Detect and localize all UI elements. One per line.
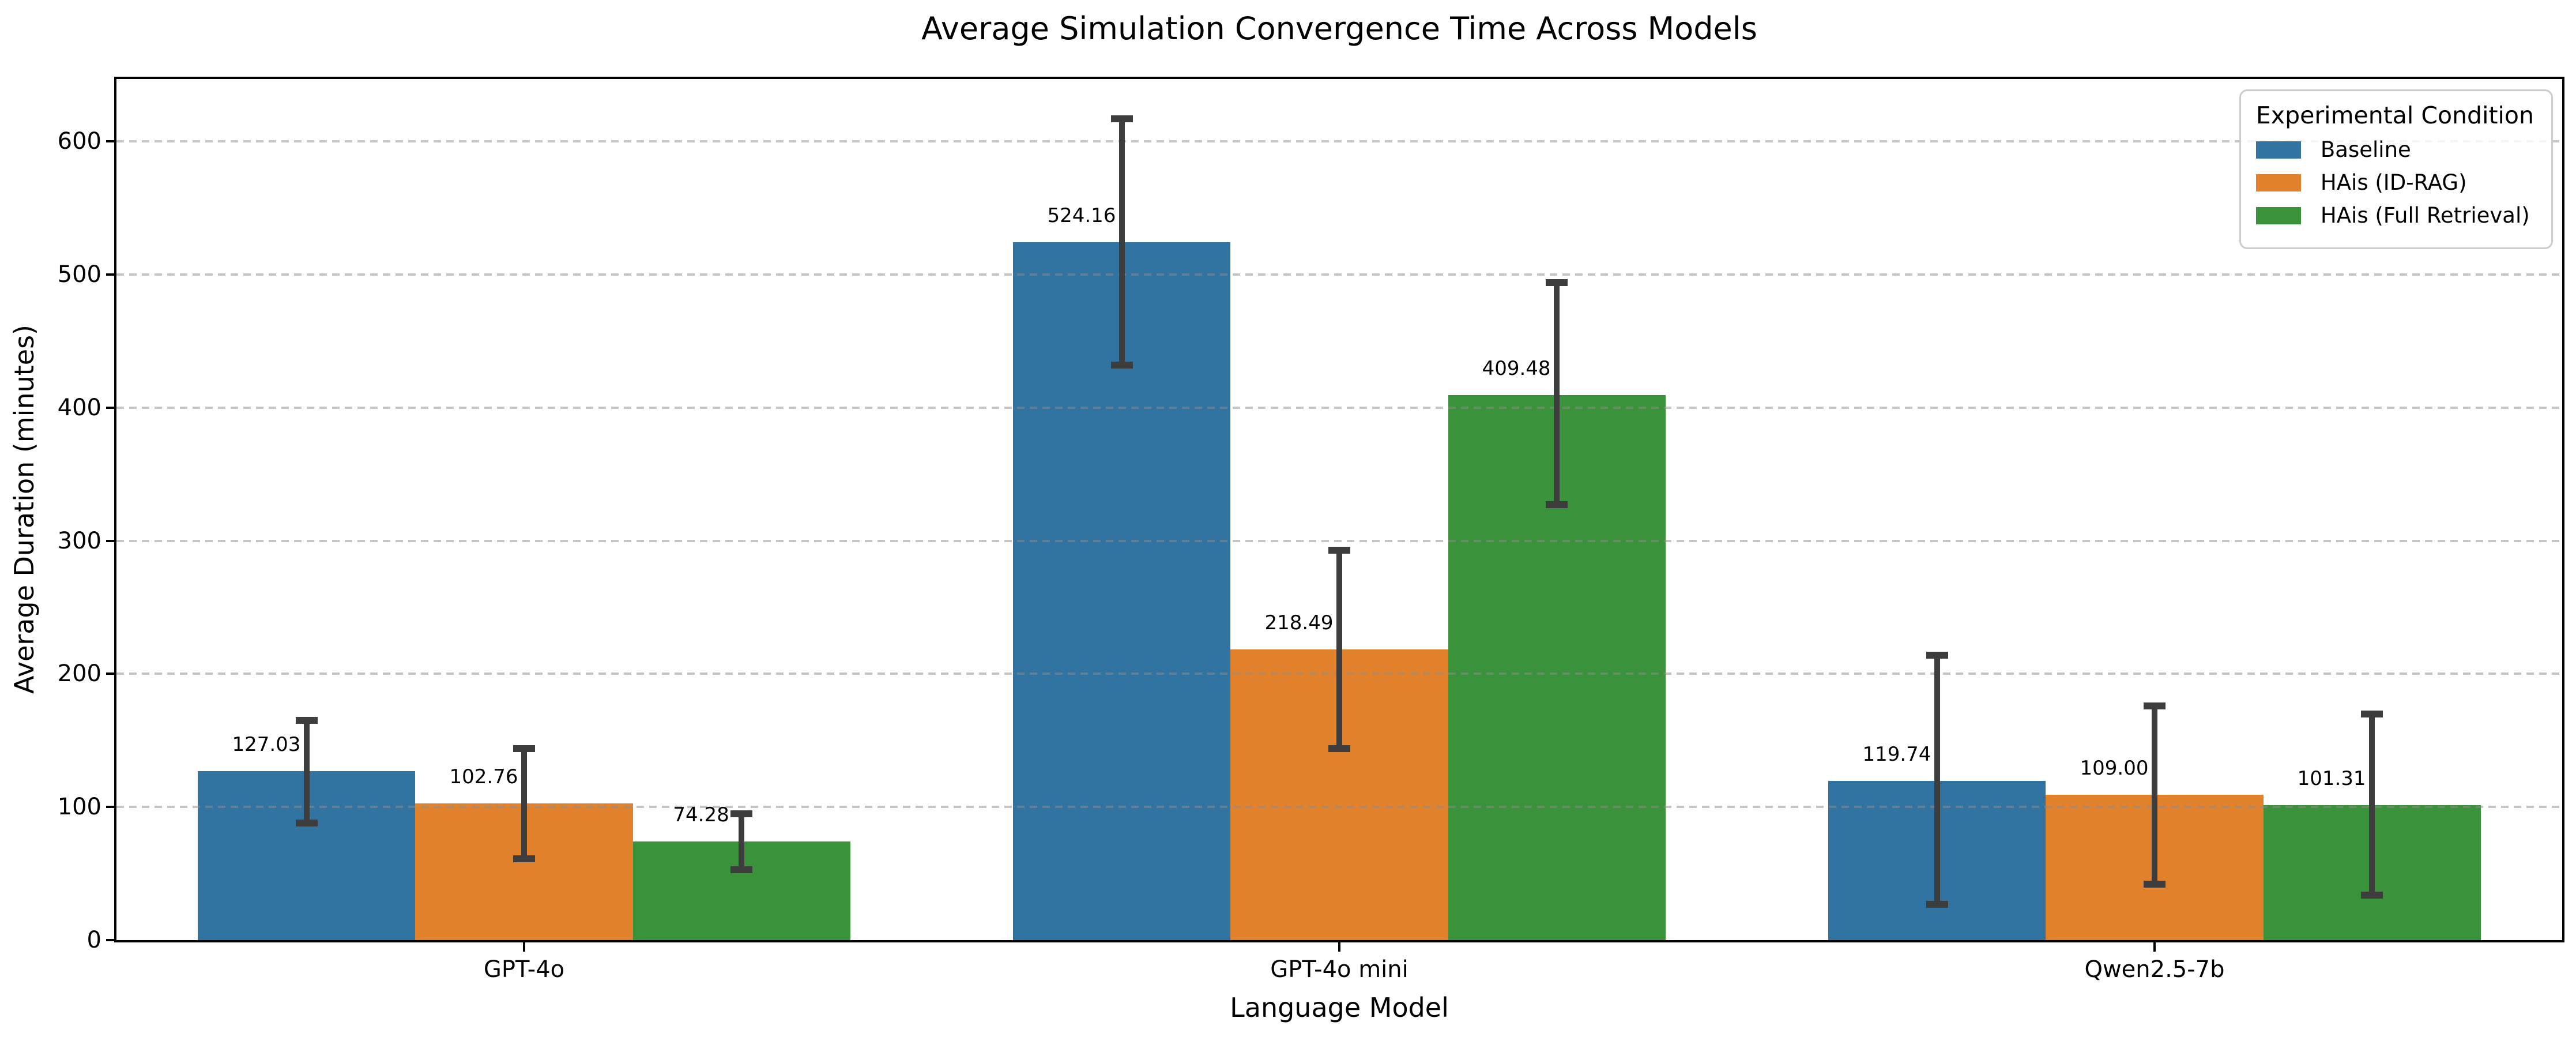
error-bar-line [2152, 705, 2157, 885]
legend-item-label: HAis (Full Retrieval) [2320, 203, 2530, 228]
spine-right [2562, 77, 2564, 942]
x-tick-label: GPT-4o mini [1270, 956, 1408, 983]
bar-value-label: 218.49 [1264, 611, 1334, 634]
error-bar-line [303, 720, 310, 823]
error-bar-cap-top [1926, 652, 1948, 659]
y-gridline [116, 406, 2562, 409]
y-axis-label: Average Duration (minutes) [9, 324, 40, 694]
error-bar-cap-top [1328, 546, 1350, 554]
legend-item-label: Baseline [2320, 137, 2411, 162]
bar-value-label: 409.48 [1482, 357, 1551, 381]
y-tickmark [106, 939, 116, 941]
x-tickmark [1338, 942, 1340, 952]
legend-title: Experimental Condition [2255, 102, 2534, 129]
error-bar-cap-top [513, 745, 535, 752]
error-bar-cap-top [2144, 702, 2166, 709]
spine-left [114, 77, 116, 942]
x-tick-label: Qwen2.5-7b [2084, 956, 2225, 983]
error-bar-cap-bottom [730, 866, 753, 873]
error-bar-line [739, 813, 745, 870]
legend-swatch-icon [2255, 141, 2301, 159]
y-gridline [116, 539, 2562, 542]
error-bar-cap-bottom [2144, 881, 2166, 888]
error-bar-cap-top [1546, 279, 1568, 287]
y-tick-label: 200 [57, 660, 101, 687]
error-bar-line [2369, 713, 2375, 895]
error-bar-cap-bottom [2361, 891, 2383, 899]
error-bar-cap-top [1110, 115, 1133, 123]
x-axis-label: Language Model [1230, 992, 1449, 1023]
error-bar-cap-top [730, 810, 753, 817]
bar-value-label: 109.00 [2080, 757, 2149, 780]
legend-swatch-icon [2255, 206, 2301, 224]
bar-value-label: 101.31 [2297, 767, 2366, 791]
y-tickmark [106, 273, 116, 276]
y-gridline [116, 273, 2562, 276]
y-tick-label: 0 [86, 927, 101, 953]
y-tickmark [106, 406, 116, 409]
legend-item: Baseline [2255, 137, 2534, 162]
error-bar-cap-top [2361, 710, 2383, 717]
legend-item-label: HAis (ID-RAG) [2320, 170, 2467, 195]
y-tickmark [106, 672, 116, 675]
y-tick-label: 300 [57, 527, 101, 554]
bar-value-label: 119.74 [1862, 742, 1931, 766]
y-gridline [116, 140, 2562, 143]
legend-swatch-icon [2255, 174, 2301, 191]
legend: Experimental Condition Baseline HAis (ID-… [2239, 89, 2553, 249]
x-tick-label: GPT-4o [483, 956, 565, 983]
y-tickmark [106, 140, 116, 143]
error-bar-cap-bottom [295, 819, 318, 826]
x-tickmark [2153, 942, 2156, 952]
bar-value-label: 74.28 [673, 803, 729, 826]
y-tickmark [106, 806, 116, 809]
x-tickmark [523, 942, 525, 952]
bar-value-label: 127.03 [232, 732, 301, 756]
error-bar-line [1934, 655, 1940, 904]
legend-item: HAis (ID-RAG) [2255, 170, 2534, 195]
legend-items: Baseline HAis (ID-RAG) HAis (Full Retrieva… [2255, 137, 2534, 228]
error-bar-line [1336, 550, 1342, 749]
y-tick-label: 100 [57, 794, 101, 821]
chart-title: Average Simulation Convergence Time Acro… [921, 10, 1757, 47]
legend-item: HAis (Full Retrieval) [2255, 203, 2534, 228]
error-bar-cap-bottom [1926, 900, 1948, 908]
y-tick-label: 400 [57, 394, 101, 421]
bar-value-label: 102.76 [449, 765, 518, 788]
error-bar-cap-bottom [1328, 745, 1350, 752]
spine-bottom [114, 940, 2564, 942]
spine-top [114, 77, 2564, 79]
error-bar-line [1118, 119, 1125, 366]
error-bar-cap-top [295, 717, 318, 724]
error-bar-cap-bottom [1546, 501, 1568, 509]
error-bar-cap-bottom [513, 855, 535, 863]
error-bar-line [521, 748, 527, 859]
error-bar-cap-bottom [1110, 362, 1133, 369]
y-tick-label: 600 [57, 128, 101, 155]
y-gridline [116, 806, 2562, 809]
error-bar-line [1554, 283, 1560, 505]
y-tickmark [106, 539, 116, 542]
y-tick-label: 500 [57, 261, 101, 288]
bar-value-label: 524.16 [1047, 204, 1116, 228]
